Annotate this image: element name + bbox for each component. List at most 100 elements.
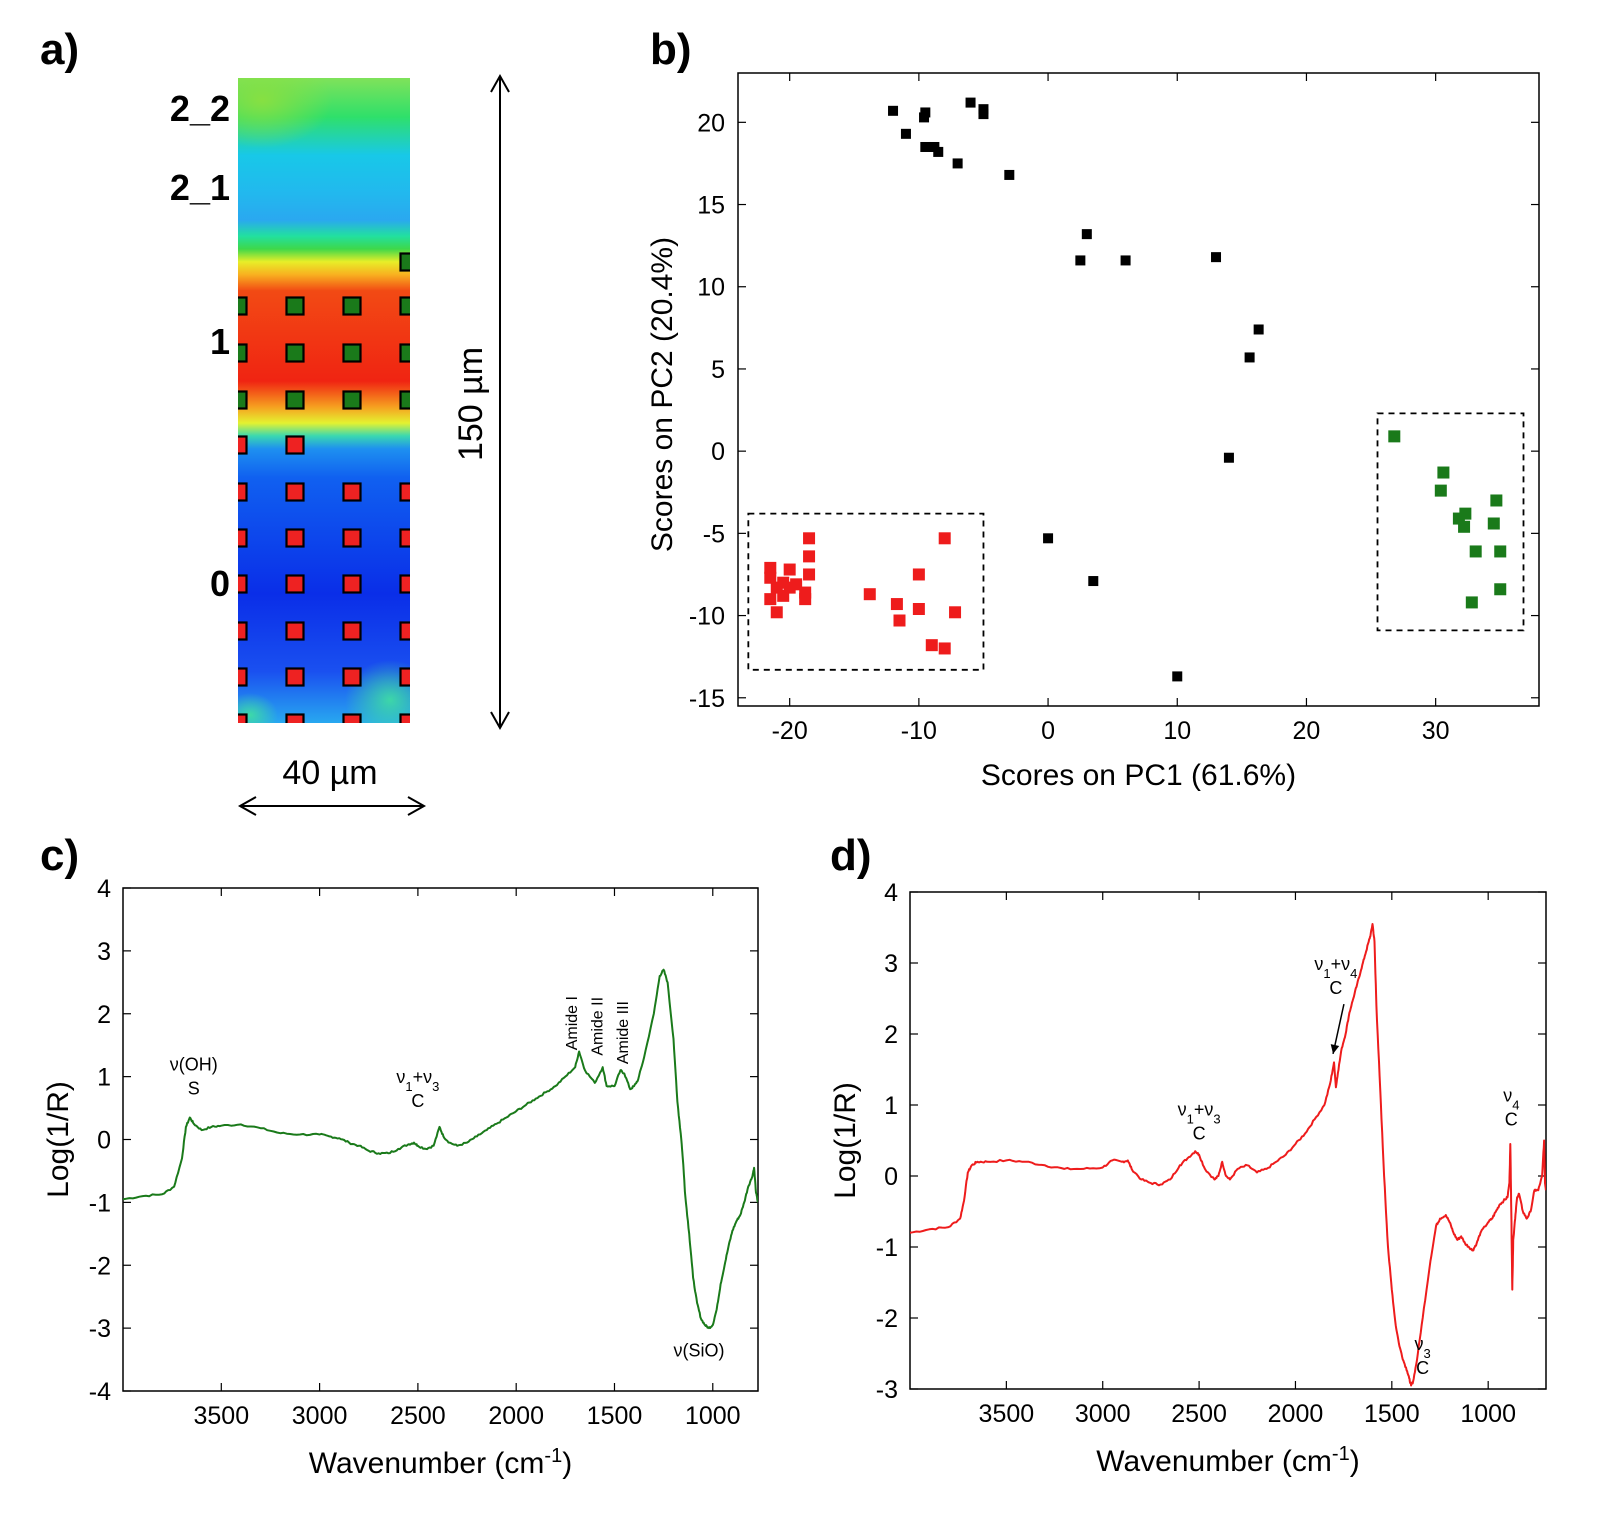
scatter-point — [925, 639, 938, 652]
y-tick-label: 2 — [884, 1021, 898, 1049]
heatmap-marker — [285, 343, 305, 363]
heatmap-marker — [238, 296, 248, 316]
x-tick-label: 10 — [1163, 717, 1191, 745]
scatter-point — [1494, 583, 1507, 596]
heatmap-marker — [285, 390, 305, 410]
scatter-point — [1211, 252, 1222, 263]
band-annotation: ν1+ν3 — [1178, 1100, 1221, 1127]
band-annotation-sub: C — [1193, 1124, 1206, 1144]
panel-b-scatter: -20 -10 0 10 20 30 -15 -10 -5 0 5 10 15 20 Scores on P… — [646, 72, 1540, 792]
x-tick-label: 1000 — [1460, 1400, 1516, 1428]
heatmap-marker — [285, 667, 305, 687]
scatter-point — [1043, 533, 1054, 544]
heatmap-marker — [238, 482, 248, 502]
x-tick-label: 1000 — [685, 1402, 741, 1430]
heatmap-marker — [399, 667, 410, 687]
heatmap-marker — [238, 343, 248, 363]
scatter-point — [764, 571, 777, 584]
band-annotation: ν(OH) — [170, 1054, 218, 1074]
x-axis-label: Wavenumber (cm-1) — [309, 1445, 572, 1480]
y-axis-label: Log(1/R) — [829, 1082, 862, 1199]
heatmap-marker — [342, 574, 362, 594]
width-arrow — [237, 796, 427, 816]
scatter-point — [783, 563, 796, 576]
heatmap-marker — [238, 435, 248, 455]
x-tick-label: -10 — [901, 717, 937, 745]
scatter-point — [1004, 169, 1015, 180]
band-annotation-sub: C — [411, 1091, 424, 1111]
heatmap-marker — [342, 390, 362, 410]
y-axis-label: Scores on PC2 (20.4%) — [646, 237, 679, 552]
scatter-point — [919, 112, 930, 123]
scatter-point — [799, 593, 812, 606]
heatmap-marker — [342, 528, 362, 548]
band-annotation-sub: C — [1329, 978, 1342, 998]
y-tick-label: 15 — [697, 192, 725, 220]
y-tick-label: 10 — [697, 274, 725, 302]
scatter-point — [888, 105, 899, 116]
y-tick-label: -3 — [876, 1376, 898, 1404]
heatmap-marker — [342, 482, 362, 502]
x-tick-label: 3000 — [292, 1402, 348, 1430]
heatmap-marker — [285, 574, 305, 594]
scatter-point — [1469, 545, 1482, 558]
scatter-point — [1120, 255, 1131, 266]
row-label-0: 0 — [210, 563, 230, 604]
band-annotation: Amide II — [590, 997, 607, 1056]
plot-frame — [122, 887, 759, 1392]
scatter-point — [803, 532, 816, 545]
heatmap-marker — [238, 713, 248, 723]
panel-c-label: c) — [40, 831, 79, 880]
band-annotation: Amide I — [564, 996, 581, 1050]
scatter-point — [949, 606, 962, 619]
heatmap-markers — [238, 252, 410, 723]
plot-frame — [737, 72, 1540, 707]
heatmap-marker — [285, 713, 305, 723]
heatmap-marker — [238, 667, 248, 687]
scatter-point — [1223, 452, 1234, 463]
scatter-point — [764, 593, 777, 606]
scatter-point — [920, 141, 931, 152]
y-tick-label: 5 — [711, 356, 725, 384]
heatmap-marker — [285, 482, 305, 502]
y-tick-label: 0 — [97, 1127, 111, 1155]
y-tick-label: 4 — [97, 875, 111, 903]
band-annotation-sub: C — [1505, 1109, 1518, 1129]
scatter-point — [900, 128, 911, 139]
scatter-point — [978, 109, 989, 120]
heatmap-marker — [399, 713, 410, 723]
y-axis-label: Log(1/R) — [42, 1081, 75, 1198]
x-tick-label: 3000 — [1075, 1400, 1131, 1428]
heatmap-marker — [238, 390, 248, 410]
scatter-point — [1075, 255, 1086, 266]
band-annotation: ν(SiO) — [674, 1340, 725, 1360]
panel-b-label: b) — [650, 25, 692, 74]
scatter-point — [803, 568, 816, 581]
scatter-point — [912, 568, 925, 581]
band-annotation: ν1+ν3 — [396, 1067, 439, 1094]
y-tick-label: 2 — [97, 1001, 111, 1029]
y-tick-label: -15 — [689, 685, 725, 713]
x-tick-label: 2000 — [488, 1402, 544, 1430]
scatter-point — [952, 158, 963, 169]
y-tick-label: 0 — [711, 438, 725, 466]
panel-a-label: a) — [40, 25, 79, 74]
scatter-point — [1458, 520, 1471, 533]
heatmap-marker — [399, 621, 410, 641]
y-tick-label: -1 — [89, 1189, 111, 1217]
heatmap-marker — [342, 713, 362, 723]
scatter-point — [1088, 576, 1099, 587]
x-axis-label: Scores on PC1 (61.6%) — [981, 759, 1296, 792]
y-tick-label: 0 — [884, 1163, 898, 1191]
band-annotation: ν1+ν4 — [1314, 954, 1357, 981]
y-tick-label: -4 — [89, 1378, 111, 1406]
width-label: 40 µm — [282, 754, 377, 792]
scatter-point — [938, 532, 951, 545]
y-tick-label: -3 — [89, 1315, 111, 1343]
heatmap-marker — [399, 296, 410, 316]
scatter-point — [1081, 229, 1092, 240]
cluster-box — [747, 512, 985, 671]
y-tick-label: 3 — [884, 950, 898, 978]
scatter-point — [1172, 671, 1183, 682]
